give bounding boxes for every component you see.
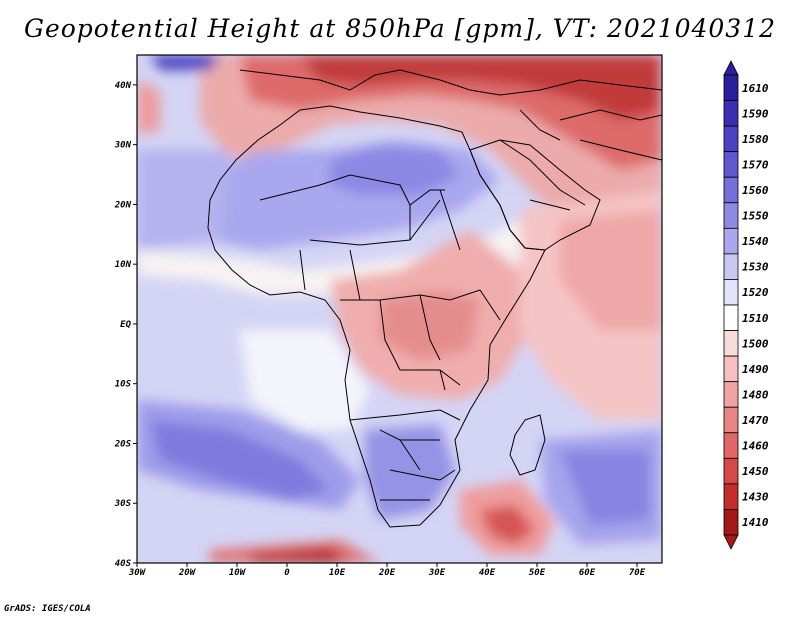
colorbar-label: 1590 [742, 107, 769, 120]
colorbar-swatch [723, 381, 739, 408]
colorbar-swatch [723, 509, 739, 536]
colorbar-label: 1520 [742, 286, 769, 299]
colorbar-label: 1580 [742, 133, 769, 146]
colorbar-label: 1450 [742, 465, 769, 478]
colorbar-label: 1560 [742, 184, 769, 197]
colorbar-label: 1510 [742, 312, 769, 325]
colorbar-label: 1610 [742, 82, 769, 95]
colorbar-swatch [723, 253, 739, 280]
colorbar-swatch [723, 483, 739, 510]
colorbar-swatch [723, 227, 739, 255]
height-field [137, 55, 662, 563]
y-tick-label: 40S [115, 559, 132, 569]
y-axis: 40N 30N 20N 10N EQ 10S 20S 30S 40S [114, 81, 137, 569]
zone-se-blue-core [560, 450, 650, 525]
colorbar-label: 1500 [742, 337, 769, 350]
map-frame [136, 54, 663, 564]
colorbar-swatch [723, 100, 739, 127]
zone-west-low [137, 80, 160, 135]
zone-nw-blue [150, 55, 220, 70]
colorbar-swatch [723, 202, 739, 229]
zone-sahara-blue-core [330, 145, 460, 195]
border-lines-north [259, 174, 461, 301]
colorbar-swatch [723, 151, 739, 178]
footer-credit: GrADS: IGES/COLA [4, 604, 91, 614]
y-tick-label: 30N [114, 141, 132, 151]
border-lines-arabia [499, 139, 586, 211]
arabia-coastline [469, 139, 601, 251]
colorbar: 1610 1590 1580 1570 1560 1550 1540 1530 1520 1510… [723, 60, 769, 550]
colorbar-min-arrow [723, 534, 739, 550]
zone-cutoff-low-core [480, 505, 535, 545]
zone-central-core [380, 290, 480, 360]
map-title: Geopotential Height at 850hPa [gpm], VT:… [23, 14, 777, 43]
border-lines-south [349, 409, 461, 501]
x-tick-label: 20E [378, 568, 396, 578]
colorbar-max-arrow [723, 60, 739, 76]
zone-southafrica-blue [365, 425, 455, 520]
madagascar-coastline [509, 414, 546, 476]
colorbar-swatch [723, 406, 739, 434]
colorbar-label: 1470 [742, 414, 769, 427]
x-tick-label: 20W [178, 568, 197, 578]
colorbar-label: 1460 [742, 440, 769, 453]
zone-io-pink2 [560, 210, 662, 330]
colorbar-label: 1480 [742, 388, 769, 401]
colorbar-swatch [723, 304, 739, 331]
zone-satl-white [240, 330, 370, 430]
zone-south-blue-core [150, 420, 330, 500]
x-tick-label: 0 [284, 568, 290, 578]
x-tick-label: 40E [479, 568, 496, 578]
y-tick-label: 40N [115, 81, 132, 91]
colorbar-label: 1550 [742, 210, 769, 223]
x-tick-label: 60E [579, 568, 596, 578]
colorbar-swatch [723, 355, 739, 383]
x-tick-label: 30E [428, 568, 446, 578]
zone-west-blue [137, 150, 230, 250]
x-tick-label: 70E [629, 568, 646, 578]
colorbar-swatch [723, 457, 739, 485]
y-tick-label: 20N [114, 200, 132, 210]
x-tick-label: 50E [529, 568, 546, 578]
border-lines-europe-asia [519, 109, 662, 161]
colorbar-swatch [723, 176, 739, 204]
y-tick-label: 20S [114, 439, 132, 449]
europe-coastline [239, 69, 662, 96]
y-tick-label: EQ [120, 320, 131, 330]
x-tick-label: 10E [329, 568, 346, 578]
border-lines-central [340, 289, 501, 391]
boundary-lines [207, 69, 662, 528]
x-tick-label: 10W [229, 568, 247, 578]
y-tick-label: 10N [115, 260, 132, 270]
zone-north-dark [300, 55, 660, 120]
x-axis: 30W 20W 10W 0 10E 20E 30E 40E 50E 60E 70E [128, 563, 646, 578]
colorbar-label: 1430 [742, 491, 769, 504]
zone-south-edge-dark [250, 548, 350, 563]
colorbar-label: 1490 [742, 363, 769, 376]
x-tick-label: 30W [128, 568, 147, 578]
y-tick-label: 10S [115, 380, 132, 390]
colorbar-swatch [723, 74, 739, 101]
colorbar-swatch [723, 125, 739, 153]
colorbar-label: 1570 [742, 158, 769, 171]
colorbar-label: 1410 [742, 516, 769, 529]
colorbar-label: 1540 [742, 235, 769, 248]
colorbar-swatch [723, 432, 739, 459]
colorbar-swatch [723, 330, 739, 357]
colorbar-swatch [723, 279, 739, 306]
colorbar-label: 1530 [742, 261, 769, 274]
y-tick-label: 30S [114, 499, 132, 509]
